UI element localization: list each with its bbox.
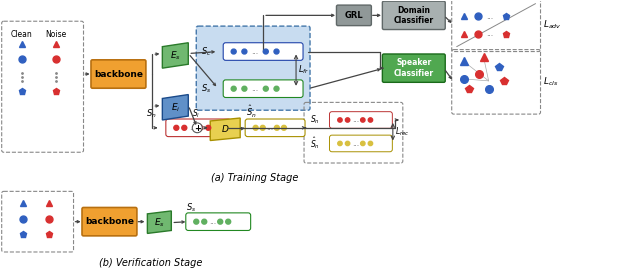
Circle shape (338, 118, 342, 122)
Circle shape (182, 125, 187, 130)
Circle shape (226, 219, 230, 224)
Circle shape (231, 86, 236, 91)
Circle shape (263, 49, 268, 54)
Circle shape (218, 219, 223, 224)
FancyBboxPatch shape (245, 119, 305, 137)
Text: (a) Training Stage: (a) Training Stage (211, 173, 299, 183)
Circle shape (274, 86, 279, 91)
FancyBboxPatch shape (91, 60, 146, 88)
FancyBboxPatch shape (337, 5, 371, 26)
FancyBboxPatch shape (223, 80, 303, 97)
Text: $S_n$: $S_n$ (310, 114, 320, 126)
FancyBboxPatch shape (382, 54, 445, 82)
Text: $S_s$: $S_s$ (186, 201, 196, 214)
Text: $S_c$: $S_c$ (201, 45, 212, 58)
FancyBboxPatch shape (166, 119, 230, 137)
Text: GRL: GRL (344, 11, 364, 20)
Circle shape (194, 219, 199, 224)
Text: $E_s$: $E_s$ (170, 49, 180, 62)
Polygon shape (147, 211, 172, 233)
Circle shape (282, 125, 287, 130)
Text: $\hat{S}_n$: $\hat{S}_n$ (246, 104, 257, 120)
Text: backbone: backbone (85, 217, 134, 226)
Text: $L_{adv}$: $L_{adv}$ (543, 19, 561, 31)
Text: ...: ... (189, 123, 196, 132)
Text: $D$: $D$ (221, 123, 230, 134)
Text: $S_i$: $S_i$ (192, 107, 200, 120)
Circle shape (231, 49, 236, 54)
Text: $L_{cls}$: $L_{cls}$ (543, 76, 558, 88)
Text: ...: ... (351, 116, 359, 124)
Circle shape (263, 86, 268, 91)
Text: $S_s$: $S_s$ (201, 82, 211, 95)
Circle shape (192, 123, 202, 133)
Circle shape (198, 125, 203, 130)
Text: +: + (194, 124, 201, 133)
Text: backbone: backbone (94, 70, 143, 79)
Text: (b) Verification Stage: (b) Verification Stage (99, 258, 202, 268)
Circle shape (368, 118, 372, 122)
Circle shape (205, 125, 211, 130)
Circle shape (274, 49, 279, 54)
Text: $S_n$: $S_n$ (147, 107, 157, 120)
Text: ...: ... (209, 217, 216, 226)
Circle shape (253, 125, 258, 130)
Text: $E_s$: $E_s$ (154, 216, 164, 229)
Text: $L_{fr}$: $L_{fr}$ (298, 64, 310, 76)
Circle shape (368, 141, 372, 146)
Polygon shape (210, 118, 240, 140)
FancyBboxPatch shape (186, 213, 251, 231)
Text: ...: ... (252, 47, 259, 56)
Circle shape (174, 125, 179, 130)
Circle shape (338, 141, 342, 146)
Circle shape (242, 49, 247, 54)
Polygon shape (163, 94, 188, 120)
Circle shape (360, 141, 365, 146)
Text: ...: ... (486, 12, 493, 21)
Text: Speaker
Classifier: Speaker Classifier (394, 59, 434, 78)
Circle shape (346, 141, 350, 146)
Text: $\hat{S}_n$: $\hat{S}_n$ (310, 136, 320, 151)
Text: ...: ... (252, 84, 259, 93)
Circle shape (260, 125, 265, 130)
FancyBboxPatch shape (382, 1, 445, 29)
FancyBboxPatch shape (223, 43, 303, 60)
Circle shape (346, 118, 350, 122)
Text: Domain
Classifier: Domain Classifier (394, 6, 434, 25)
Circle shape (275, 125, 280, 130)
Text: ...: ... (351, 139, 359, 148)
Text: ...: ... (486, 29, 493, 38)
Text: ...: ... (266, 123, 273, 132)
FancyBboxPatch shape (82, 208, 137, 236)
FancyBboxPatch shape (196, 26, 310, 110)
Polygon shape (163, 43, 188, 68)
Circle shape (202, 219, 207, 224)
Text: Noise: Noise (45, 30, 66, 39)
Text: $L_{rec}$: $L_{rec}$ (395, 126, 410, 138)
FancyBboxPatch shape (330, 112, 392, 128)
Circle shape (242, 86, 247, 91)
Circle shape (360, 118, 365, 122)
Text: Clean: Clean (11, 30, 33, 39)
FancyBboxPatch shape (330, 135, 392, 152)
Text: $E_i$: $E_i$ (171, 101, 180, 113)
